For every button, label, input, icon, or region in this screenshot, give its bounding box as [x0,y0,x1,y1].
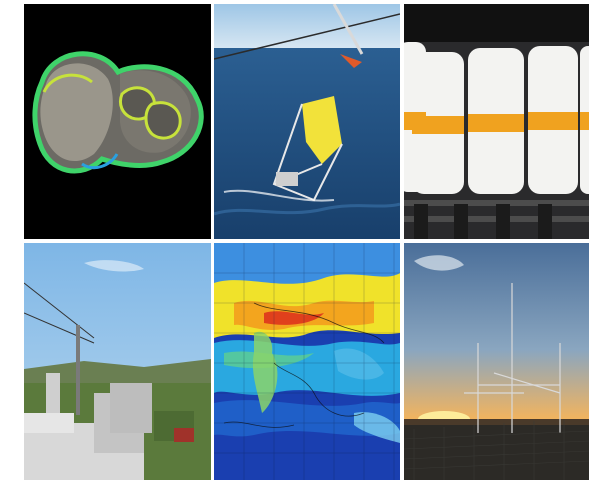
tile-microscopy-render [24,4,211,239]
tile-observatory [24,243,211,480]
tile-ocean-sampler [214,4,400,239]
global-concentration-map-icon [214,243,400,480]
antenna-mast-sunset-icon [404,243,589,480]
tile-sample-bottles [404,4,589,239]
image-collage [24,4,589,480]
organism-3d-render-icon [24,4,211,239]
rooftop-instrument-station-icon [24,243,211,480]
plankton-net-deployment-icon [214,4,400,239]
labeled-sample-bottles-icon [404,4,589,239]
tile-antenna-sunset [404,243,589,480]
tile-satellite-map [214,243,400,480]
